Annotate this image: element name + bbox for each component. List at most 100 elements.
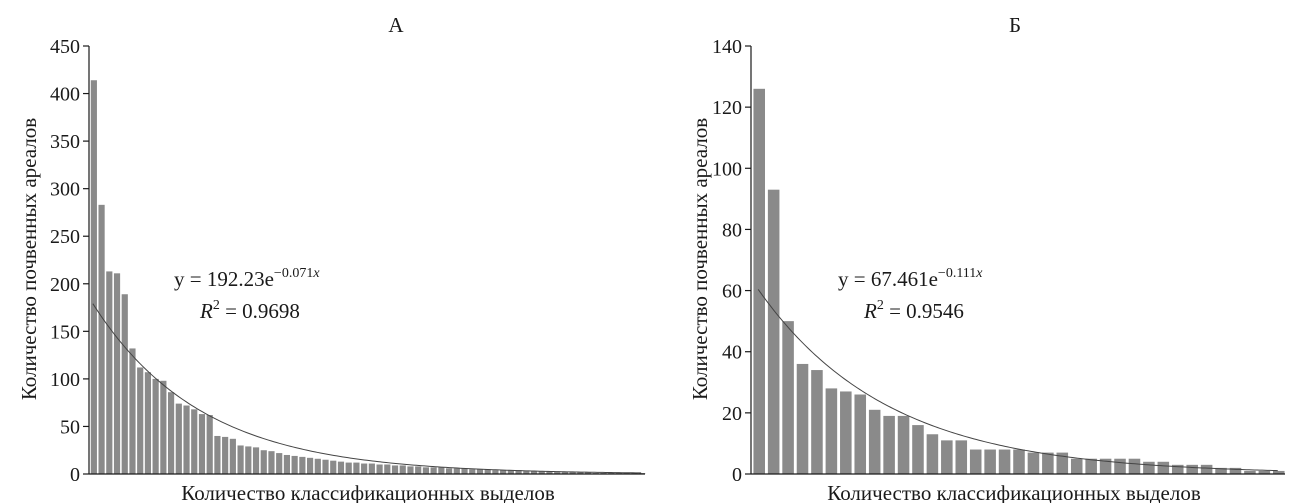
panel-a-y-tick-label-7: 350 (50, 131, 80, 153)
panel-a-bar-62 (561, 472, 569, 474)
panel-b-bar-7 (840, 391, 852, 474)
panel-a-bar-37 (368, 463, 375, 474)
panel-a-y-tick-label-8: 400 (50, 84, 80, 106)
panel-a-title: А (388, 13, 404, 37)
panel-b-y-tick-label-4: 80 (722, 219, 742, 241)
panel-a-bar-59 (538, 471, 545, 474)
panel-a-bar-40 (391, 465, 399, 474)
panel-b-bar-26 (1114, 458, 1126, 474)
panel-a-bar-17 (214, 435, 221, 474)
panel-a-bar-51 (476, 469, 484, 474)
panel-a-bar-41 (399, 465, 406, 474)
panel-b-bar-33 (1215, 467, 1227, 474)
panel-b-bar-37 (1273, 470, 1285, 474)
panel-b-bar-9 (868, 409, 881, 474)
panel-b-bar-17 (984, 449, 996, 474)
panel-a-bar-12 (175, 403, 182, 474)
panel-b-equation-lhs: y = 67.461e (838, 267, 938, 291)
panel-a-bar-6 (129, 348, 136, 474)
panel-a-bar-46 (438, 467, 445, 474)
panel-a-y-tick-label-3: 150 (50, 321, 80, 343)
panel-b-bar-21 (1042, 452, 1054, 474)
panel-b-y-tick-label-5: 100 (712, 158, 742, 180)
panel-b-trendline (757, 289, 1278, 472)
panel-a-bar-23 (260, 450, 267, 474)
panel-b-bar-19 (1013, 449, 1025, 474)
panel-b-y-tick-label-1: 20 (722, 403, 742, 425)
panel-a-bar-58 (530, 471, 538, 474)
panel-b-x-axis-label: Количество классификационных выделов (827, 481, 1201, 503)
panel-b-y-axis-label: Количество почвенных ареалов (688, 118, 712, 400)
panel-a-bar-61 (554, 472, 561, 474)
panel-b-r-squared: R2 = 0.9546 (863, 298, 964, 323)
panel-b-bar-25 (1099, 458, 1112, 474)
panel-b-bar-16 (969, 449, 982, 474)
panel-a-r-squared-exp: 2 (213, 298, 220, 313)
panel-b-bar-4 (796, 363, 809, 474)
panel-b-bar-27 (1128, 458, 1141, 474)
panel-a-x-axis-label: Количество классификационных выделов (181, 481, 555, 503)
panel-a-bar-50 (469, 469, 476, 474)
panel-a-y-tick-label-0: 0 (70, 464, 80, 486)
panel-b-bar-20 (1027, 452, 1040, 474)
panel-a-y-tick-label-5: 250 (50, 226, 80, 248)
panel-a-bar-26 (283, 454, 291, 474)
panel-a-bar-38 (376, 464, 383, 474)
panel-b-bar-8 (854, 394, 867, 474)
panel-a-r-squared: R2 = 0.9698 (199, 298, 300, 323)
panel-a-bar-2 (98, 204, 105, 474)
panel-b-equation-exponent-var: x (975, 266, 983, 281)
panel-a-bar-36 (361, 463, 368, 474)
panel-b-bar-18 (998, 449, 1011, 474)
panel-a-bar-22 (252, 447, 260, 474)
panel-a-bar-55 (507, 470, 514, 474)
panel-b-bar-15 (955, 440, 968, 474)
panel-a-bar-7 (137, 367, 144, 474)
panel-a-bar-32 (330, 460, 337, 474)
panel-a-y-tick-label-9: 450 (50, 36, 80, 58)
panel-a-bar-43 (415, 466, 422, 474)
panel-b-y-tick-label-6: 120 (712, 97, 742, 119)
panel-a-trendline (92, 303, 642, 474)
panel-a-bar-18 (222, 436, 229, 474)
panel-b-bar-29 (1157, 461, 1170, 474)
panel-a-bar-15 (198, 414, 206, 474)
panel-a-y-tick-label-1: 50 (60, 416, 80, 438)
panel-b-equation-exponent: −0.111 (938, 266, 976, 281)
panel-a-bar-5 (121, 294, 128, 474)
panel-b-bar-1 (753, 88, 765, 475)
panel-b-y-tick-label-7: 140 (712, 36, 742, 58)
panel-b-y-tick-label-0: 0 (732, 464, 742, 486)
panel-b-bar-14 (941, 440, 953, 474)
panel-a-bar-57 (523, 471, 530, 474)
panel-a-bar-16 (206, 415, 213, 474)
panel-b-bar-34 (1229, 467, 1242, 474)
panel-a-bar-35 (353, 462, 360, 474)
panel-a-bar-29 (306, 457, 314, 474)
panel-a-bar-52 (484, 469, 491, 474)
panel-b-y-tick-label-2: 40 (722, 342, 742, 364)
panel-b-title: Б (1009, 13, 1021, 37)
panel-a-bar-60 (546, 471, 553, 474)
panel-b-plot: 0 20 40 60 80 100 120 140 (712, 36, 1285, 486)
panel-a-bar-56 (515, 470, 522, 474)
panel-a-y-tick-label-6: 300 (50, 179, 80, 201)
panel-b-bar-24 (1085, 458, 1097, 474)
panel-a-bar-49 (461, 468, 468, 474)
panel-b-bar-3 (782, 321, 794, 474)
panel-a-bar-45 (430, 467, 437, 474)
panel-a-bar-65 (584, 472, 592, 474)
panel-b-r-squared-exp: 2 (877, 298, 884, 313)
panel-a-bar-64 (577, 472, 584, 474)
panel-b-bar-6 (825, 388, 838, 474)
panel-b-bar-23 (1070, 458, 1083, 474)
panel-a-bar-27 (291, 455, 298, 474)
panel-a-bar-9 (152, 378, 159, 474)
panel-b-bar-36 (1258, 470, 1271, 474)
panel-a: А Количество классификационных выделов К… (17, 13, 555, 503)
panel-a-y-tick-label-2: 100 (50, 369, 80, 391)
panel-b-y-tick-label-3: 60 (722, 281, 742, 303)
panel-b-bar-11 (897, 415, 910, 474)
panel-a-bar-53 (492, 470, 499, 474)
